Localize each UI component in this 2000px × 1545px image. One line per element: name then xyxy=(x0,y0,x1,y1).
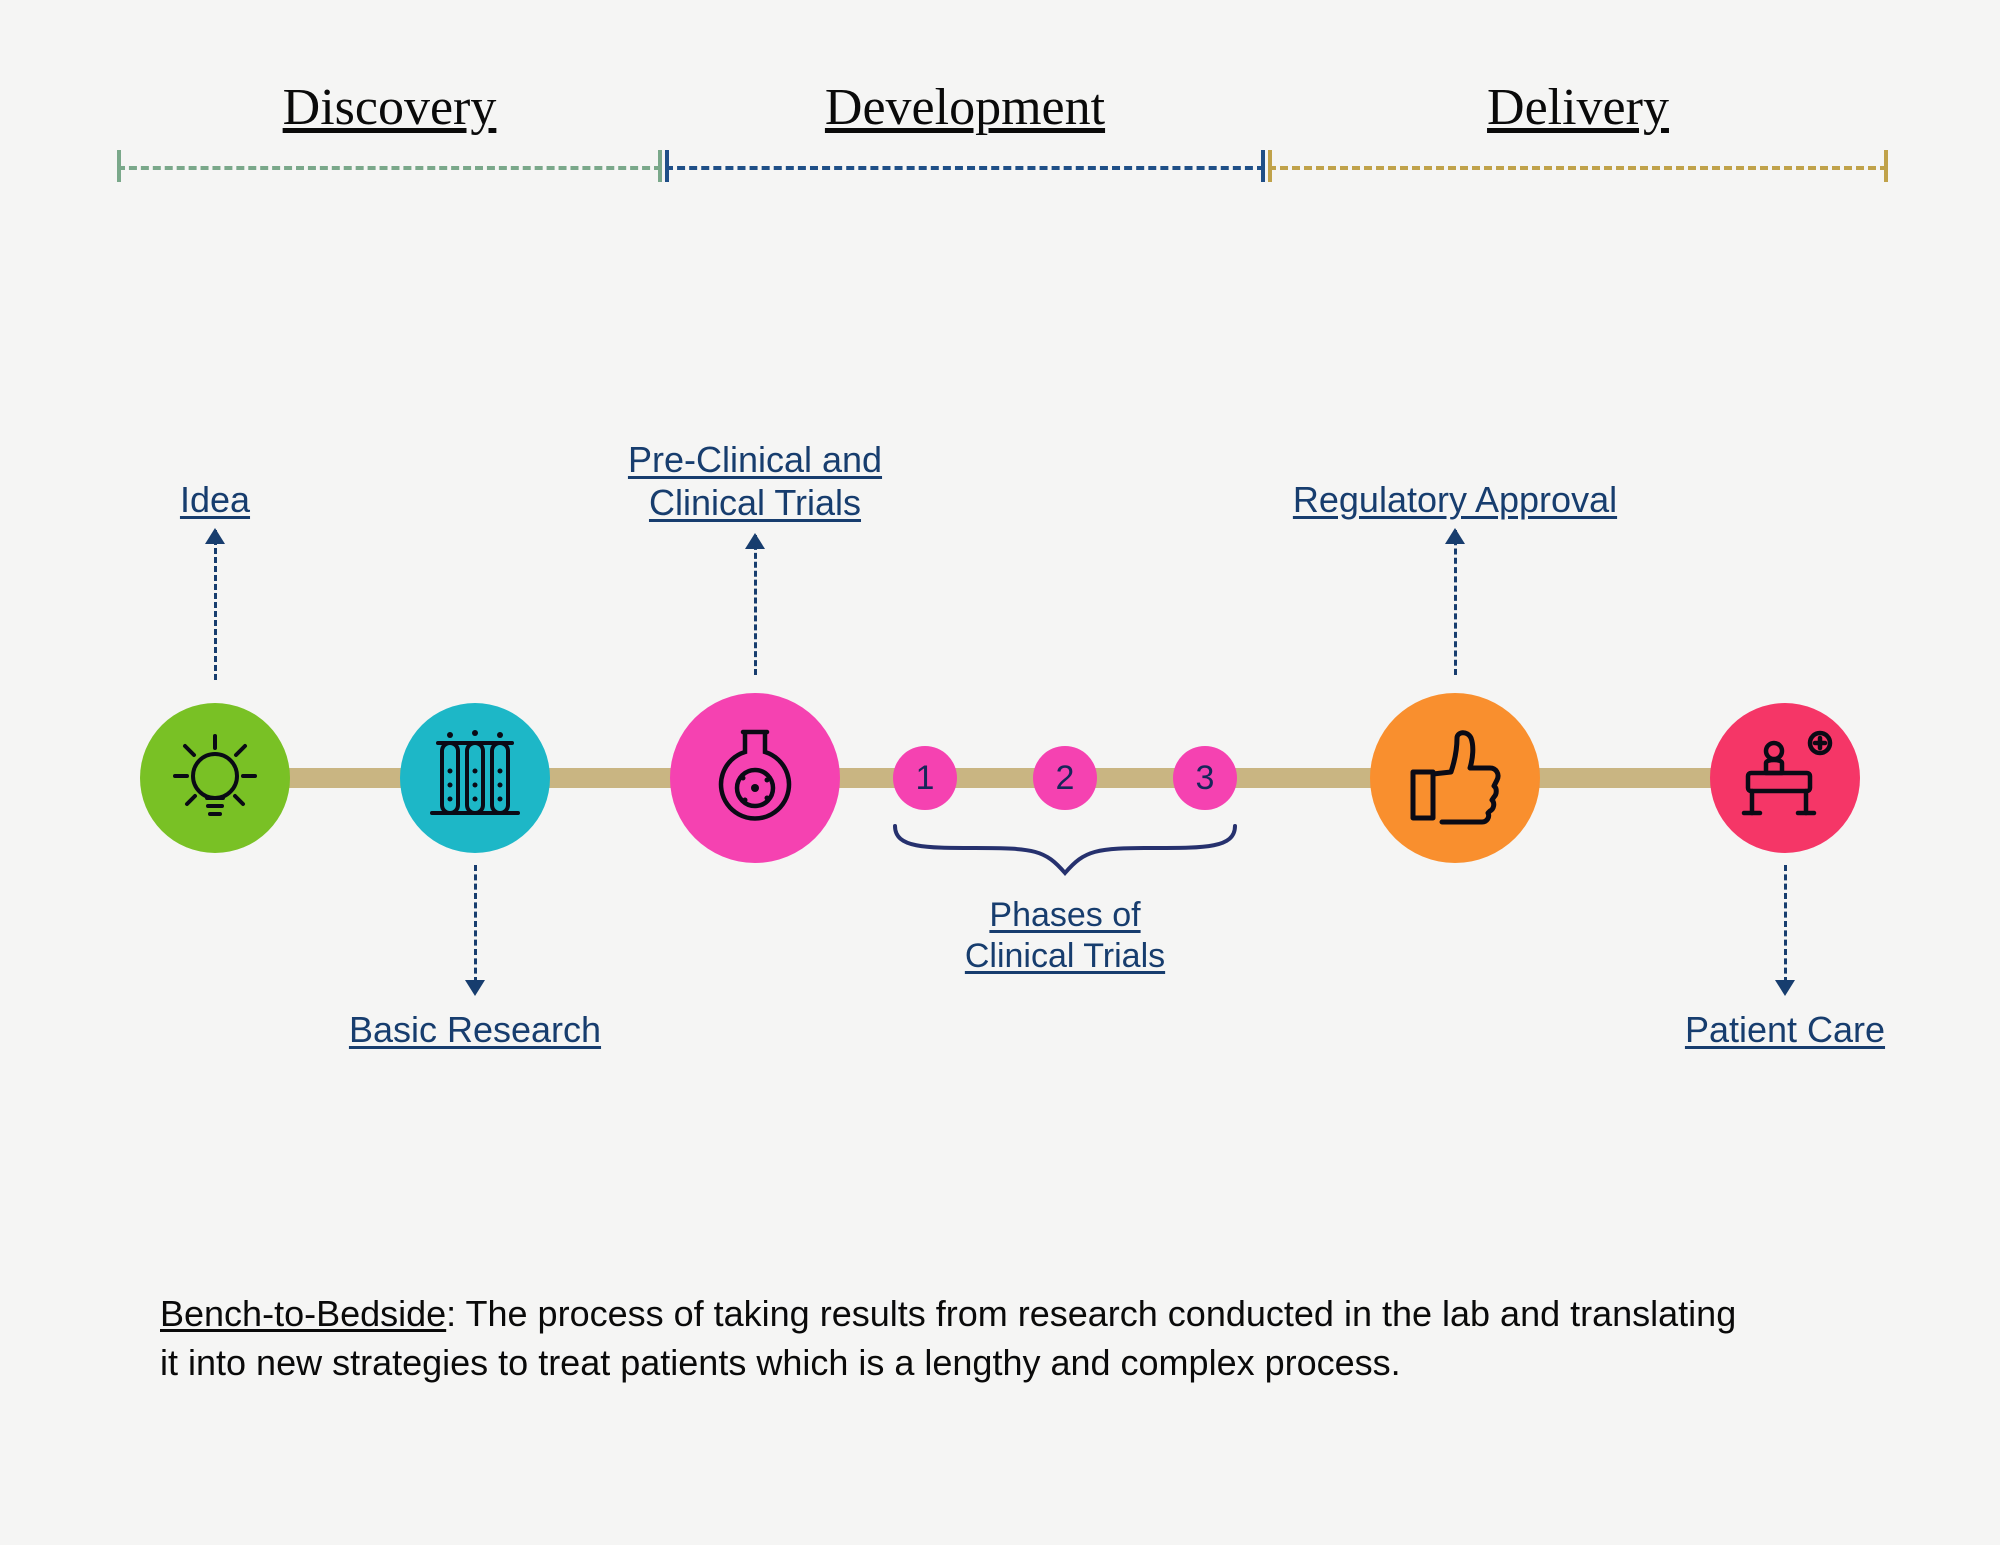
flask-icon xyxy=(695,718,815,838)
phase-bracket-development xyxy=(665,150,1265,182)
phase-dot-3: 3 xyxy=(1173,746,1237,810)
arrow-approval xyxy=(1454,530,1457,675)
arrow-trials-head xyxy=(745,533,765,549)
arrow-idea-head xyxy=(205,528,225,544)
phase-heading-delivery: Delivery xyxy=(1268,78,1888,137)
phase-heading-development: Development xyxy=(665,78,1265,137)
arrow-idea xyxy=(214,530,217,680)
label-clinical-trials: Pre-Clinical and Clinical Trials xyxy=(575,438,935,524)
node-regulatory-approval xyxy=(1370,693,1540,863)
node-idea xyxy=(140,703,290,853)
node-clinical-trials xyxy=(670,693,840,863)
node-basic-research xyxy=(400,703,550,853)
phase-dot-1: 1 xyxy=(893,746,957,810)
arrow-research-head xyxy=(465,980,485,996)
node-patient-care xyxy=(1710,703,1860,853)
thumbs-up-icon xyxy=(1395,718,1515,838)
arrow-research xyxy=(474,865,477,983)
test-tubes-icon xyxy=(420,723,530,833)
arrow-patient-care xyxy=(1784,865,1787,983)
phase-dot-2: 2 xyxy=(1033,746,1097,810)
hospital-bed-icon xyxy=(1730,723,1840,833)
arrow-approval-head xyxy=(1445,528,1465,544)
phase-dots-label: Phases of Clinical Trials xyxy=(900,895,1230,977)
lightbulb-icon xyxy=(165,728,265,828)
label-idea: Idea xyxy=(115,478,315,521)
footer-text: Bench-to-Bedside: The process of taking … xyxy=(160,1290,1750,1387)
footer-term: Bench-to-Bedside xyxy=(160,1293,446,1334)
phase-bracket-delivery xyxy=(1268,150,1888,182)
phase-heading-discovery: Discovery xyxy=(117,78,662,137)
phase-brace xyxy=(885,818,1245,888)
phase-bracket-discovery xyxy=(117,150,662,182)
arrow-patient-care-head xyxy=(1775,980,1795,996)
label-patient-care: Patient Care xyxy=(1645,1008,1925,1051)
arrow-trials xyxy=(754,535,757,675)
label-basic-research: Basic Research xyxy=(315,1008,635,1051)
label-regulatory-approval: Regulatory Approval xyxy=(1245,478,1665,521)
